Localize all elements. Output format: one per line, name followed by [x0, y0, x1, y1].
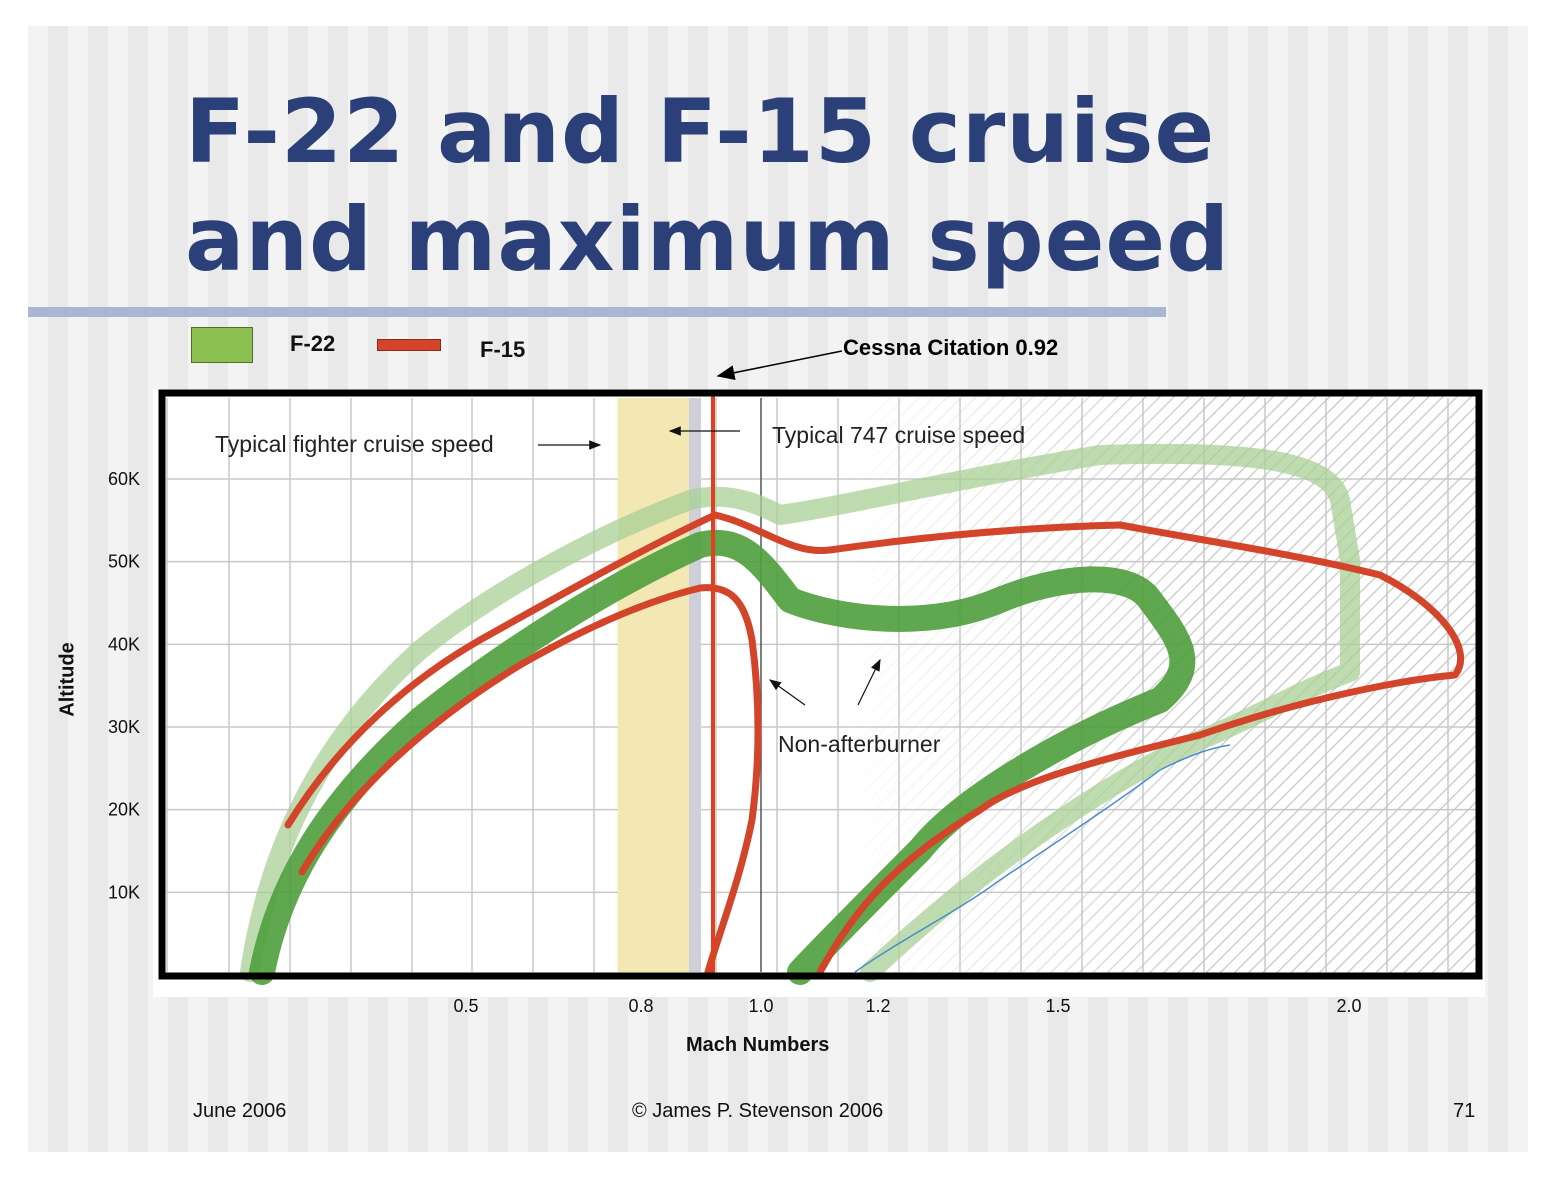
- y-tick-label: 30K: [108, 717, 140, 737]
- x-tick-label: 2.0: [1336, 996, 1361, 1016]
- x-tick-label: 0.8: [628, 996, 653, 1016]
- reference-thin-line: [854, 744, 1231, 973]
- annotation-fighter-cruise: Typical fighter cruise speed: [215, 431, 494, 457]
- x-axis-title: Mach Numbers: [686, 1034, 830, 1056]
- y-tick-label: 50K: [108, 552, 140, 572]
- legend-swatch-f15: [377, 339, 441, 351]
- x-tick-label: 1.5: [1045, 996, 1070, 1016]
- x-tick-label: 1.2: [865, 996, 890, 1016]
- cessna-arrow: [716, 350, 843, 381]
- annotation-non-afterburner: Non-afterburner: [778, 731, 941, 757]
- legend-label-f22: F-22: [290, 331, 336, 356]
- x-tick-label: 0.5: [453, 996, 478, 1016]
- f22-max-envelope: [240, 443, 1360, 982]
- footer-date: June 2006: [193, 1100, 287, 1122]
- legend-swatch-f22: [191, 327, 253, 363]
- title-divider: [28, 307, 1166, 317]
- y-tick-labels: 10K 20K 30K 40K 50K 60K: [108, 469, 140, 902]
- slide-title: F-22 and F-15 cruise and maximum speed: [185, 78, 1335, 294]
- f22-non-afterburner: [249, 529, 1196, 985]
- plot-frame: [158, 389, 1483, 980]
- 747-cruise-band: [689, 398, 701, 972]
- y-tick-label: 10K: [108, 882, 140, 902]
- y-tick-label: 20K: [108, 800, 140, 820]
- y-tick-label: 40K: [108, 634, 140, 654]
- footer-copyright: © James P. Stevenson 2006: [632, 1100, 884, 1122]
- footer-page-number: 71: [1453, 1100, 1476, 1122]
- title-line-2: and maximum speed: [185, 188, 1231, 291]
- f15-max-envelope: [284, 511, 1464, 976]
- non-afterburner-arrow-f15: [769, 679, 806, 706]
- legend-label-f15: F-15: [480, 337, 526, 362]
- annotation-747-cruise: Typical 747 cruise speed: [772, 422, 1025, 448]
- y-axis-title: Altitude: [56, 642, 79, 717]
- x-tick-labels: 0.5 0.8 1.0 1.2 1.5 2.0: [453, 996, 1361, 1016]
- y-tick-label: 60K: [108, 469, 140, 489]
- non-afterburner-arrow-f22: [857, 658, 881, 706]
- title-line-1: F-22 and F-15 cruise: [185, 80, 1216, 183]
- cessna-label: Cessna Citation 0.92: [843, 335, 1059, 360]
- x-tick-label: 1.0: [748, 996, 773, 1016]
- f15-non-afterburner: [298, 584, 762, 976]
- fighter-cruise-band: [617, 398, 689, 972]
